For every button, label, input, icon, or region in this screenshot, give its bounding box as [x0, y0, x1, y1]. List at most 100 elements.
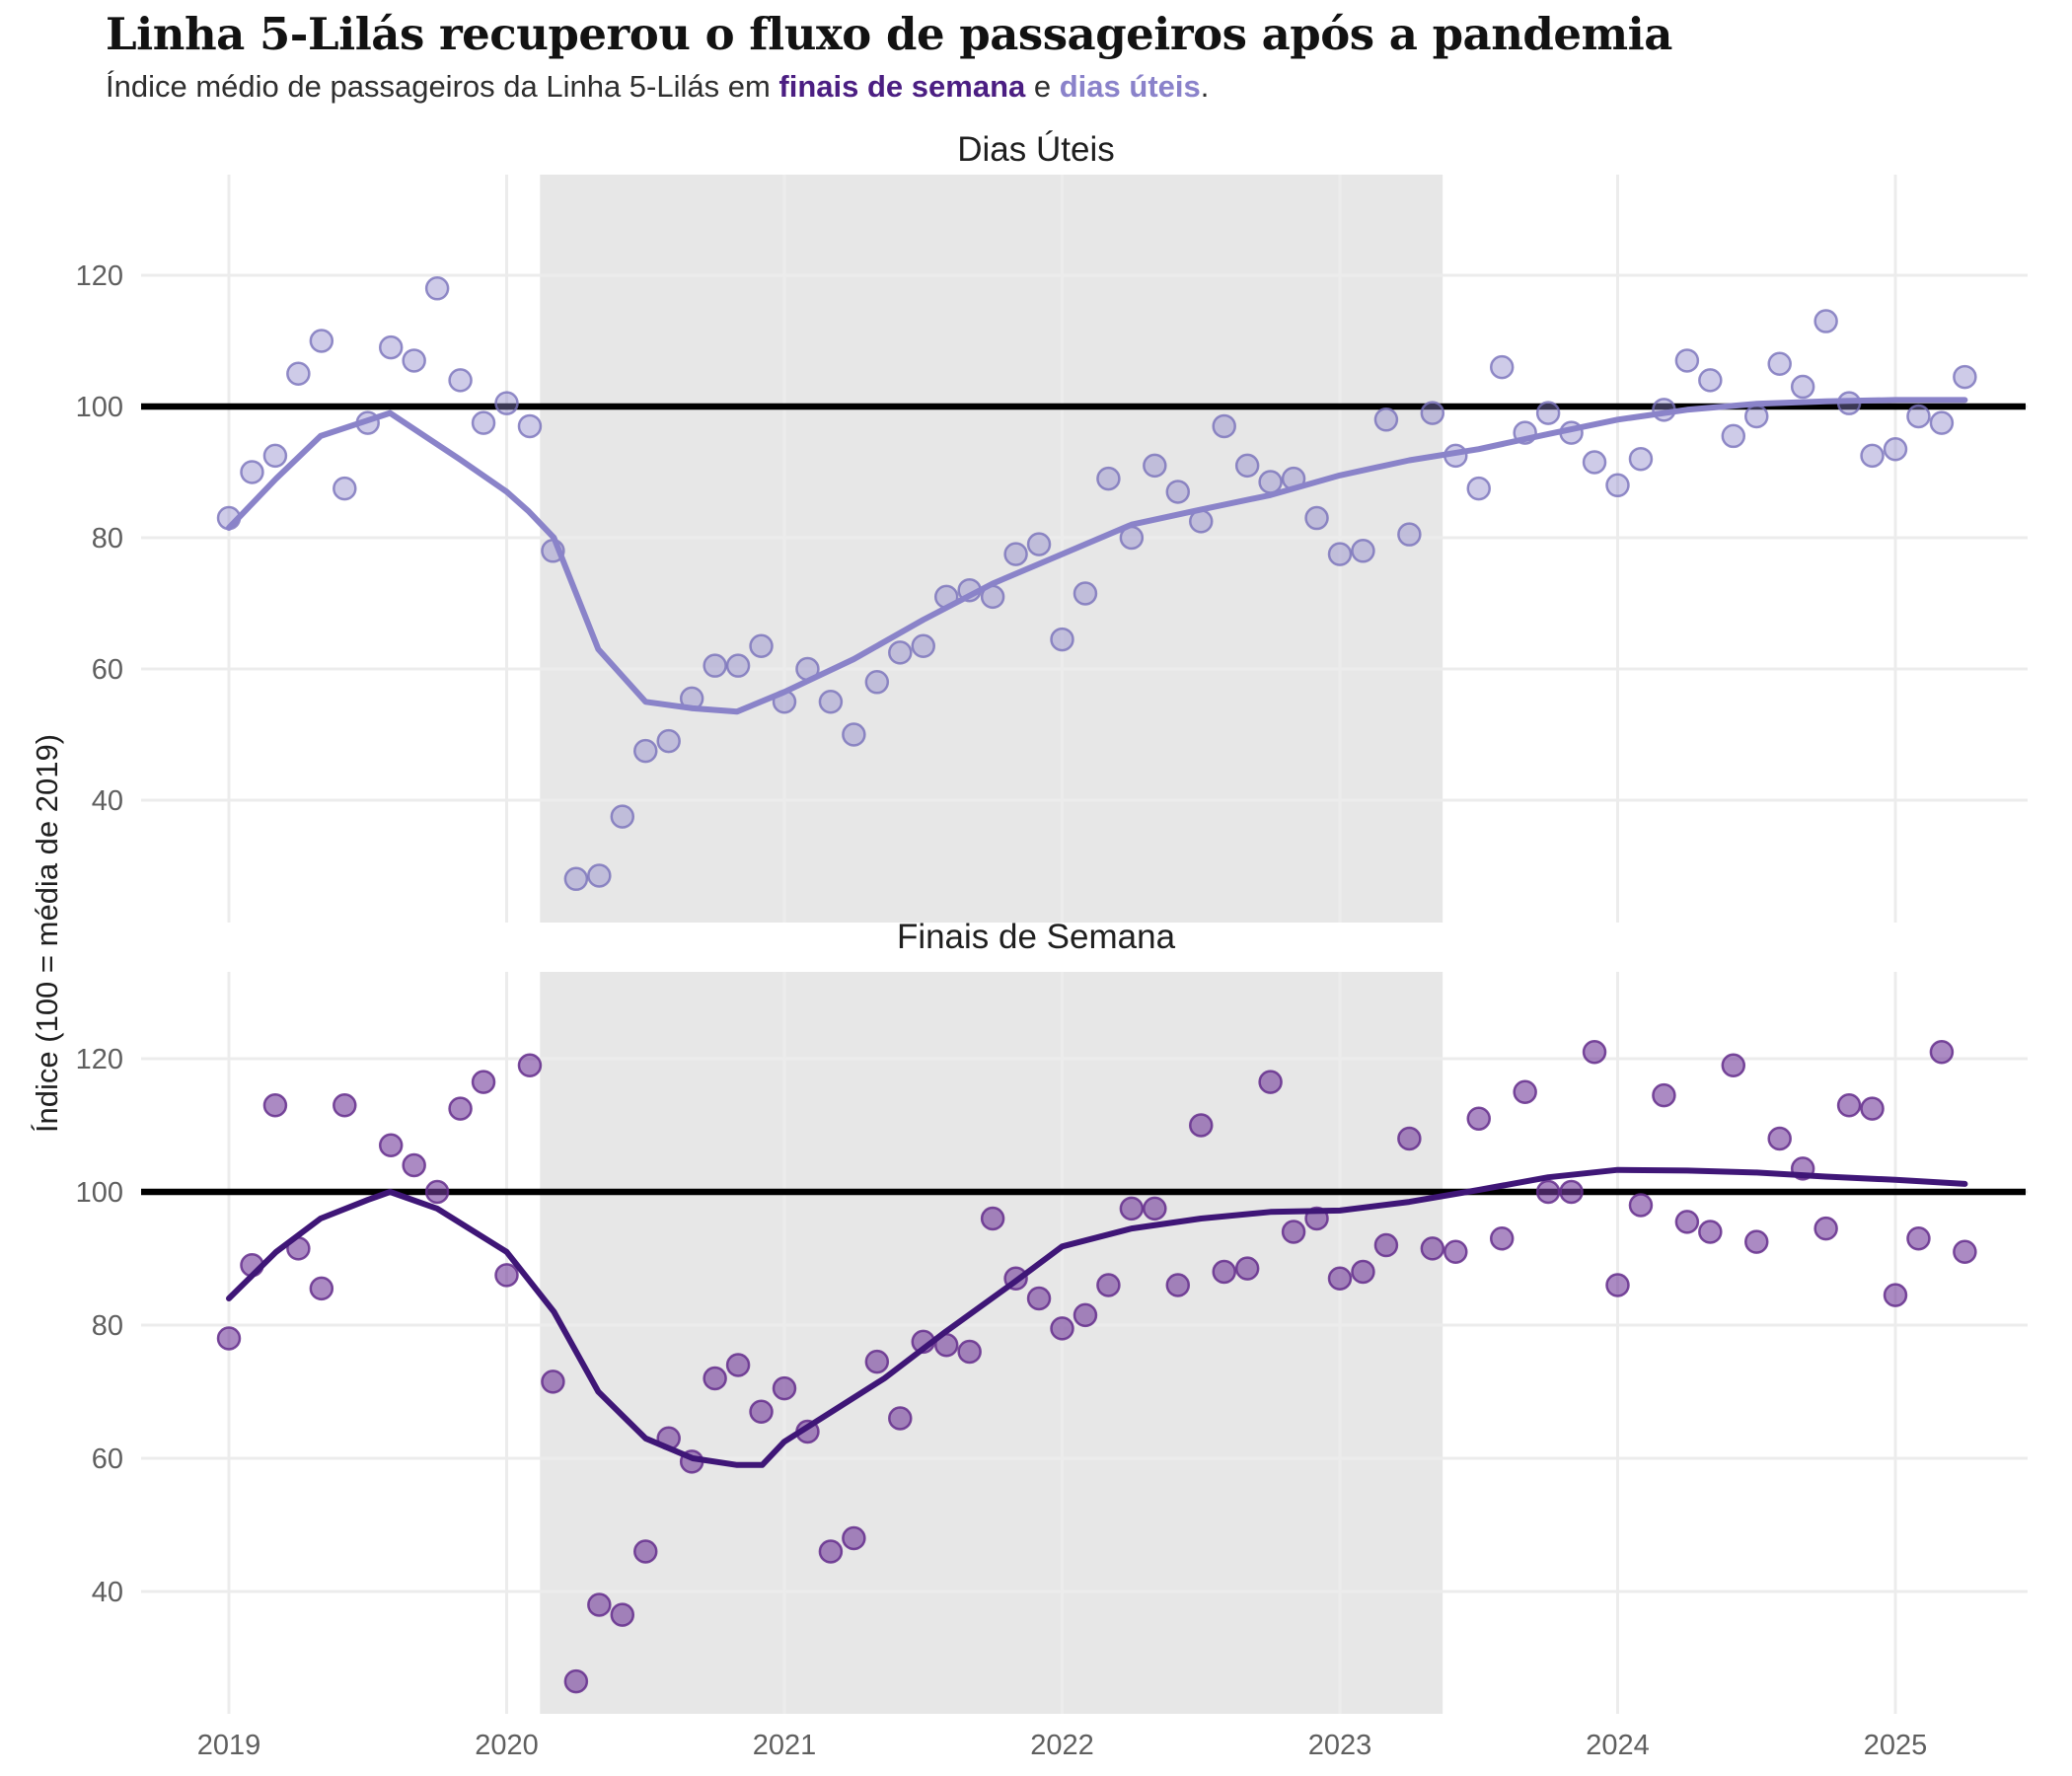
data-point-weekday [309, 329, 334, 353]
y-axis-tick-label: 80 [92, 1310, 123, 1342]
data-point-weekday [1165, 480, 1191, 504]
panel-title-weekdays: Dias Úteis [957, 130, 1115, 169]
trend-line-weekday [226, 397, 1968, 715]
data-point-weekday [424, 276, 450, 301]
data-point-weekend [1443, 1239, 1468, 1264]
data-point-weekend [471, 1070, 496, 1094]
data-point-weekday [1489, 354, 1515, 380]
x-axis-tick-label: 2024 [1586, 1730, 1650, 1761]
data-point-weekend [1559, 1179, 1584, 1205]
data-point-weekday [1351, 539, 1375, 563]
data-point-weekend [1767, 1126, 1792, 1151]
data-point-weekday [1420, 401, 1445, 425]
data-point-weekend [1906, 1226, 1931, 1251]
data-point-weekend [1674, 1210, 1700, 1234]
y-axis-tick-label: 60 [92, 1443, 123, 1475]
data-point-weekday [864, 670, 890, 695]
data-point-weekday [1767, 351, 1792, 377]
data-point-weekday [1929, 410, 1955, 435]
data-point-weekend [842, 1525, 866, 1551]
pandemic-shaded-region [540, 175, 1443, 923]
data-point-weekday [1744, 404, 1769, 429]
data-point-weekday [610, 804, 635, 829]
data-point-weekend [1929, 1040, 1955, 1065]
data-point-weekday [1466, 476, 1491, 501]
data-point-weekend [1397, 1126, 1422, 1151]
data-point-weekday [286, 361, 311, 386]
data-point-weekend [517, 1053, 543, 1077]
subtitle-text: Índice médio de passageiros da Linha 5-L… [106, 69, 779, 104]
data-point-weekend [1281, 1220, 1306, 1244]
data-point-weekend [1373, 1232, 1399, 1258]
data-point-weekday [240, 460, 264, 484]
data-point-weekend [1327, 1266, 1353, 1291]
x-axis-tick-label: 2023 [1308, 1730, 1372, 1761]
data-point-weekend [1119, 1196, 1145, 1221]
y-axis-tick-label: 120 [76, 1044, 123, 1075]
data-point-weekday [1953, 364, 1977, 390]
data-point-weekday [749, 633, 774, 658]
data-point-weekend [378, 1133, 404, 1157]
data-point-weekday [1096, 466, 1121, 491]
data-point-weekend [1744, 1229, 1769, 1254]
data-point-weekday [1304, 505, 1329, 531]
data-point-weekday [1397, 522, 1422, 547]
data-point-weekday [517, 413, 543, 439]
data-point-weekend [1165, 1273, 1191, 1297]
data-point-weekend [772, 1375, 797, 1401]
data-point-weekday [333, 476, 357, 501]
data-point-weekday [494, 391, 519, 415]
data-point-weekend [262, 1093, 288, 1118]
data-point-weekend [1096, 1273, 1121, 1297]
data-point-weekday [1258, 470, 1283, 494]
data-point-weekday [1628, 446, 1654, 472]
data-point-weekend [725, 1353, 751, 1377]
data-point-weekday [448, 368, 473, 393]
data-point-weekend [309, 1276, 334, 1301]
data-point-weekday [402, 348, 426, 373]
x-axis-tick-label: 2022 [1030, 1730, 1094, 1761]
data-point-weekday [703, 653, 727, 678]
y-axis-tick-label: 100 [76, 1177, 123, 1209]
x-axis-tick-label: 2021 [753, 1730, 817, 1761]
data-point-weekday [1906, 404, 1931, 429]
chart-subtitle: Índice médio de passageiros da Linha 5-L… [106, 69, 1209, 105]
data-point-weekday [563, 866, 589, 892]
data-point-weekday [1674, 348, 1700, 373]
data-point-weekend [610, 1602, 635, 1627]
data-point-weekday [1535, 401, 1561, 425]
data-point-weekday [1073, 581, 1098, 606]
data-point-weekday [1605, 473, 1630, 498]
data-point-weekday [1050, 627, 1074, 652]
data-point-weekend [541, 1369, 565, 1394]
data-point-weekday [725, 653, 751, 678]
data-point-weekend [1351, 1259, 1375, 1285]
data-point-weekend [1234, 1256, 1260, 1281]
data-point-weekend [980, 1206, 1005, 1231]
data-point-weekday [656, 728, 681, 754]
y-axis-tick-label: 100 [76, 392, 123, 423]
data-point-weekday [842, 722, 866, 747]
data-point-weekday [1003, 542, 1028, 566]
data-point-weekend [1212, 1259, 1236, 1285]
data-point-weekday [911, 633, 935, 658]
data-point-weekend [1605, 1273, 1630, 1297]
data-point-weekend [749, 1399, 774, 1424]
data-point-weekend [888, 1406, 913, 1431]
data-point-weekend [1652, 1082, 1676, 1108]
data-point-weekend [1489, 1226, 1515, 1251]
data-point-weekend [957, 1339, 982, 1365]
y-axis-tick-label: 40 [92, 1577, 123, 1608]
panel-title-weekends: Finais de Semana [896, 918, 1176, 956]
trend-line-weekend [226, 1166, 1968, 1468]
data-point-weekday [1212, 413, 1236, 439]
data-point-weekday [378, 334, 404, 360]
data-point-weekday [1143, 453, 1167, 479]
data-point-weekend [1628, 1193, 1654, 1218]
data-point-weekend [1721, 1053, 1746, 1077]
data-point-weekday [888, 640, 913, 665]
data-point-weekend [1953, 1239, 1977, 1264]
data-point-weekend [1073, 1302, 1098, 1328]
